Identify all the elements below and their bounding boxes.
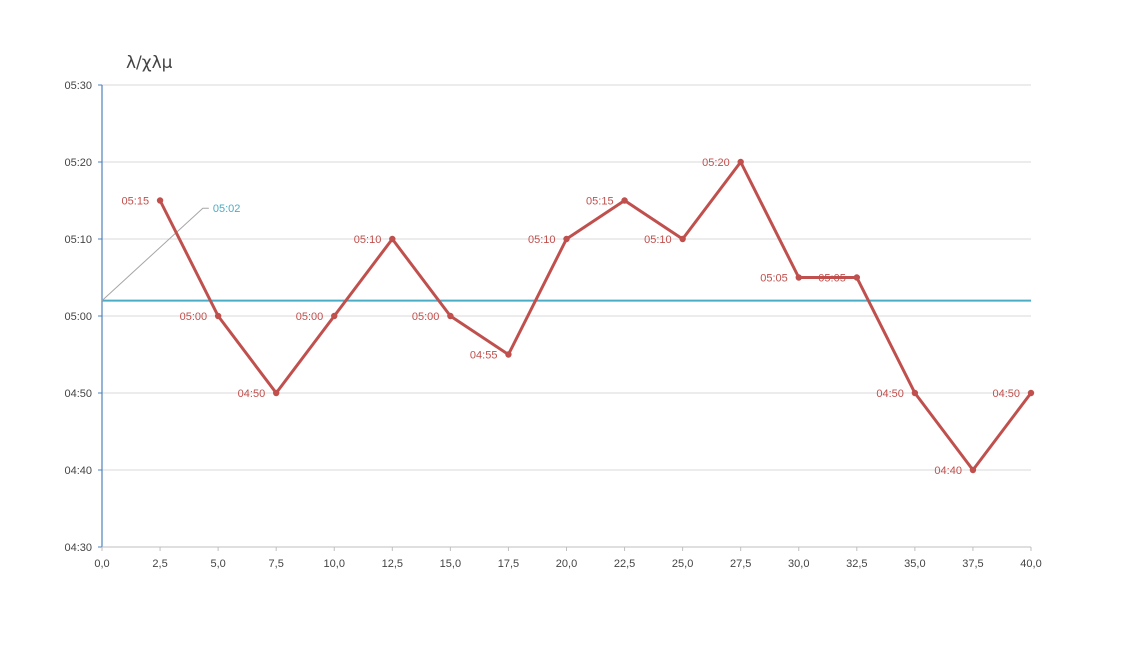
data-point [389, 235, 396, 243]
data-point [853, 274, 861, 281]
data-label: 05:10 [354, 234, 382, 246]
x-tick-label: 7,5 [269, 558, 284, 570]
x-tick-label: 32,5 [846, 558, 867, 570]
x-tick-label: 20,0 [556, 558, 577, 570]
data-label: 05:00 [412, 311, 440, 323]
data-label: 05:20 [702, 157, 730, 169]
x-tick-label: 30,0 [788, 558, 809, 570]
x-tick-label: 2,5 [152, 558, 167, 570]
data-label: 04:55 [470, 350, 498, 362]
data-point [447, 312, 454, 320]
average-leader-line [101, 207, 209, 301]
x-tick-label: 12,5 [382, 558, 403, 570]
x-tick-label: 5,0 [210, 558, 225, 570]
data-label: 04:50 [876, 388, 904, 400]
data-point [505, 351, 512, 358]
data-point [1027, 389, 1035, 397]
data-point [272, 389, 280, 397]
series-line [158, 160, 1033, 472]
data-point [911, 389, 919, 397]
axes [98, 84, 1032, 551]
x-tick-label: 27,5 [730, 558, 751, 570]
data-label: 05:15 [586, 196, 614, 208]
y-tick-label: 04:50 [64, 388, 92, 400]
data-label: 05:00 [296, 311, 324, 323]
data-label: 05:10 [644, 234, 672, 246]
data-label: 05:15 [122, 196, 150, 208]
x-tick-label: 37,5 [962, 558, 983, 570]
data-label: 05:00 [180, 311, 208, 323]
y-tick-label: 04:30 [64, 542, 92, 554]
data-point [621, 197, 628, 204]
data-point [563, 235, 570, 243]
data-labels: 05:15 05:00 04:50 05:00 05:10 05:00 04:55 05:10… [122, 157, 1020, 477]
average-label: 05:02 [213, 203, 241, 215]
data-point [214, 312, 222, 320]
data-label: 05:10 [528, 234, 556, 246]
y-tick-label: 04:40 [64, 465, 92, 477]
gridlines [102, 84, 1031, 471]
data-point [156, 197, 164, 204]
x-tick-label: 10,0 [324, 558, 345, 570]
y-axis-unit-label: λ/χλμ [126, 53, 173, 73]
x-tick-label: 22,5 [614, 558, 635, 570]
x-tick-label: 25,0 [672, 558, 693, 570]
x-tick-label: 0,0 [94, 558, 109, 570]
x-tick-label: 35,0 [904, 558, 925, 570]
data-point [331, 312, 338, 320]
data-label: 05:05 [818, 273, 846, 285]
average-line-group: 05:02 [101, 203, 1031, 302]
data-point [795, 274, 802, 281]
data-point [679, 235, 686, 243]
data-label: 04:40 [934, 465, 962, 477]
y-tick-label: 05:30 [64, 80, 92, 92]
series-group [156, 158, 1035, 474]
tick-labels: 04:30 04:40 04:50 05:00 05:10 05:20 05:30 0,0 2,… [64, 80, 1041, 570]
y-tick-label: 05:10 [64, 234, 92, 246]
data-label: 04:50 [238, 388, 266, 400]
y-tick-label: 05:20 [64, 157, 92, 169]
x-tick-label: 40,0 [1020, 558, 1041, 570]
data-label: 04:50 [992, 388, 1020, 400]
x-tick-label: 17,5 [498, 558, 519, 570]
data-label: 05:05 [760, 273, 788, 285]
y-tick-label: 05:00 [64, 311, 92, 323]
data-point [969, 466, 977, 474]
data-point [737, 158, 744, 166]
x-tick-label: 15,0 [440, 558, 461, 570]
